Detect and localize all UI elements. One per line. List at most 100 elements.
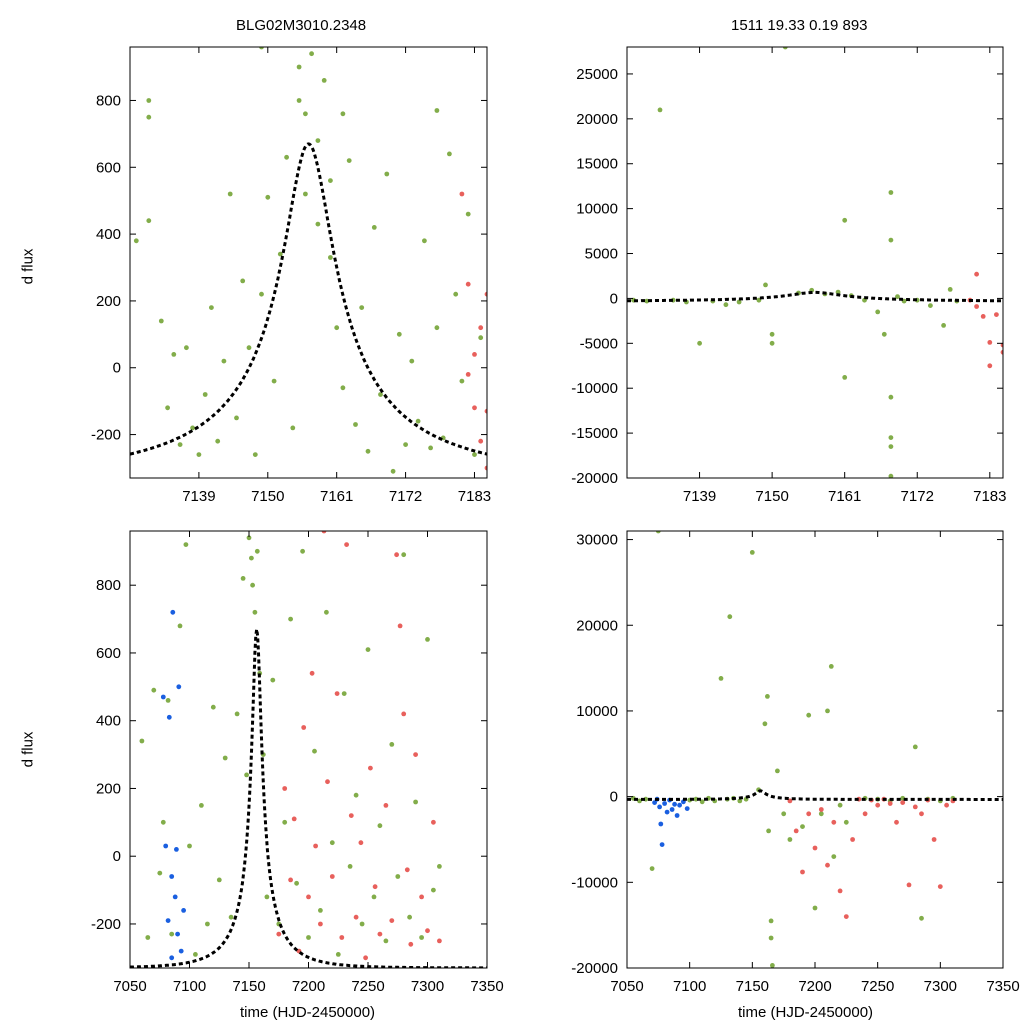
- y-tick-label: -200: [91, 916, 121, 933]
- y-tick-label: 20000: [576, 617, 618, 634]
- data-point: [169, 874, 175, 879]
- model-curve: [627, 789, 1003, 801]
- data-point: [183, 542, 189, 547]
- data-point: [769, 340, 775, 346]
- data-point: [931, 837, 937, 842]
- data-point: [328, 255, 333, 260]
- data-point: [171, 352, 177, 357]
- data-point: [484, 408, 487, 414]
- data-point: [315, 138, 321, 144]
- x-tick-label: 7172: [901, 488, 934, 505]
- data-point: [425, 928, 430, 934]
- x-tick-label: 7150: [736, 978, 769, 995]
- data-point: [737, 798, 743, 804]
- data-point: [228, 914, 234, 920]
- data-point: [313, 843, 318, 849]
- data-point: [434, 325, 440, 331]
- data-point: [353, 422, 358, 427]
- data-point: [906, 882, 912, 888]
- data-point: [177, 442, 183, 447]
- data-point: [174, 847, 179, 852]
- data-point: [431, 887, 436, 893]
- data-point: [842, 217, 848, 223]
- data-point: [365, 647, 371, 652]
- data-point: [394, 552, 399, 558]
- data-point: [254, 548, 260, 554]
- data-point: [170, 609, 176, 615]
- data-point: [163, 843, 169, 849]
- model-curve: [627, 290, 1003, 303]
- data-point: [246, 345, 252, 351]
- data-point: [413, 752, 418, 757]
- x-tick-label: 7183: [458, 488, 491, 505]
- data-point: [288, 616, 293, 622]
- data-point: [306, 935, 311, 940]
- x-tick-label: 7050: [610, 978, 643, 995]
- panel-bottom-left: 7050 7100 7150 7200 7250 7300 7350 -200 0 200 400 6…: [91, 530, 504, 995]
- data-point: [409, 358, 415, 364]
- data-layer: [130, 531, 487, 968]
- data-point: [900, 800, 906, 805]
- series-green: [631, 47, 960, 478]
- data-point: [252, 452, 258, 457]
- data-point: [177, 623, 183, 629]
- data-point: [768, 935, 774, 941]
- data-point: [937, 884, 943, 889]
- data-point: [994, 312, 999, 317]
- x-tick-label: 7172: [389, 488, 422, 505]
- x-tick-label: 7150: [232, 978, 265, 995]
- axes-frame: [129, 46, 488, 479]
- data-point: [265, 194, 271, 200]
- y-tick-label: 20000: [576, 111, 618, 128]
- data-point: [284, 154, 289, 160]
- data-point: [888, 473, 894, 478]
- y-tick-label: -20000: [571, 470, 618, 487]
- data-point: [912, 804, 918, 810]
- data-point: [181, 908, 187, 913]
- data-point: [300, 548, 305, 554]
- data-point: [384, 171, 390, 177]
- data-point: [766, 828, 771, 834]
- data-point: [378, 392, 383, 397]
- data-point: [674, 813, 680, 818]
- data-point: [372, 884, 378, 890]
- axes-frame: [626, 46, 1004, 479]
- data-point: [419, 935, 424, 940]
- data-point: [831, 819, 837, 825]
- data-point: [344, 542, 349, 547]
- data-point: [425, 637, 430, 642]
- data-point: [252, 609, 258, 615]
- data-layer: [627, 47, 1003, 478]
- data-point: [843, 914, 849, 919]
- x-tick-label: 7183: [973, 488, 1006, 505]
- data-point: [193, 952, 198, 957]
- data-point: [762, 721, 768, 727]
- data-point: [321, 531, 327, 534]
- data-point: [881, 331, 887, 337]
- data-point: [383, 938, 389, 944]
- y-tick-label: 0: [113, 360, 121, 377]
- title-left: BLG02M3010.2348: [236, 17, 367, 34]
- x-tick-label: 7350: [986, 978, 1019, 995]
- data-point: [246, 535, 252, 541]
- data-point: [321, 78, 327, 83]
- data-point: [662, 801, 667, 806]
- data-point: [169, 931, 175, 937]
- panel-top-left: 7139 7150 7161 7172 7183 -200 0 200 400 600 800: [91, 46, 491, 505]
- data-point: [165, 698, 171, 703]
- data-point: [234, 415, 239, 421]
- data-point: [895, 294, 900, 299]
- data-point: [353, 914, 359, 920]
- series-blue: [160, 609, 187, 961]
- data-point: [894, 819, 899, 825]
- data-point: [222, 755, 228, 761]
- data-point: [158, 318, 164, 324]
- data-point: [1000, 349, 1003, 355]
- data-point: [358, 840, 364, 846]
- data-point: [303, 111, 308, 117]
- data-point: [422, 238, 427, 244]
- data-point: [818, 811, 824, 817]
- data-point: [408, 941, 414, 947]
- y-tick-label: 10000: [576, 703, 618, 720]
